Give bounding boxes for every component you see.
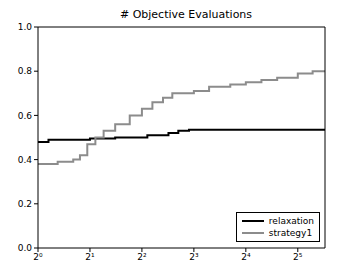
svg-text:2³: 2³ — [189, 252, 199, 262]
svg-text:0.0: 0.0 — [18, 243, 33, 253]
html-text:strategy1: strategy1 — [268, 228, 313, 238]
svg-text:2⁴: 2⁴ — [241, 252, 251, 262]
svg-text:0.8: 0.8 — [18, 66, 33, 76]
svg-text:2²: 2² — [137, 252, 147, 262]
svg-text:2⁵: 2⁵ — [293, 252, 303, 262]
svg-text:0.2: 0.2 — [18, 199, 32, 209]
svg-text:2⁰: 2⁰ — [33, 252, 43, 262]
svg-text:0.4: 0.4 — [18, 155, 33, 165]
svg-text:0.6: 0.6 — [18, 111, 33, 121]
svg-text:2¹: 2¹ — [85, 252, 95, 262]
html-text:# Objective Evaluations: # Objective Evaluations — [119, 8, 253, 21]
html-text:relaxation: relaxation — [268, 216, 314, 226]
svg-text:1.0: 1.0 — [18, 22, 33, 32]
